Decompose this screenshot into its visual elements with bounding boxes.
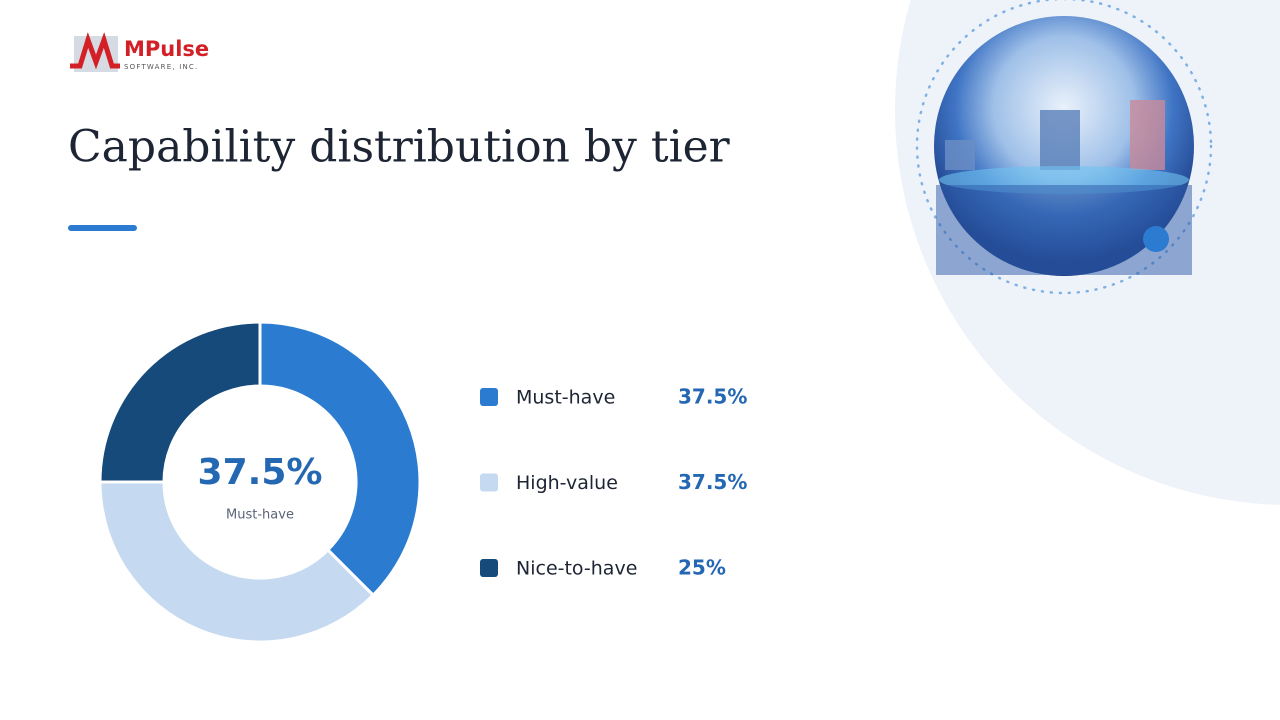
center-label: Must-have [226, 508, 294, 523]
legend-label: Nice-to-have [516, 558, 637, 580]
logo-mark [70, 32, 120, 70]
legend-swatch [480, 559, 498, 577]
legend-label: High-value [516, 472, 618, 494]
center-value: 37.5% [198, 452, 323, 493]
legend: Must-have 37.5% High-value 37.5% Nice-to-hav… [480, 385, 747, 580]
legend-label: Must-have [516, 387, 615, 409]
donut [98, 320, 422, 644]
title-underline [68, 225, 137, 231]
accent-dot [1143, 226, 1169, 252]
logo-name: MPulse [124, 37, 209, 61]
legend-swatch [480, 473, 498, 492]
legend-value: 37.5% [678, 385, 747, 409]
chart-title: Capability distribution by tier [68, 122, 731, 173]
donut-segment [258, 320, 422, 598]
legend-value: 37.5% [678, 470, 747, 494]
donut-segment [98, 480, 376, 644]
legend-value: 25% [678, 556, 726, 580]
logo: MPulse SOFTWARE, INC. [70, 32, 209, 72]
legend-swatch [480, 388, 498, 406]
logo-tagline: SOFTWARE, INC. [124, 63, 198, 71]
donut-segment [98, 320, 262, 484]
dotted-ring [915, 0, 1213, 295]
